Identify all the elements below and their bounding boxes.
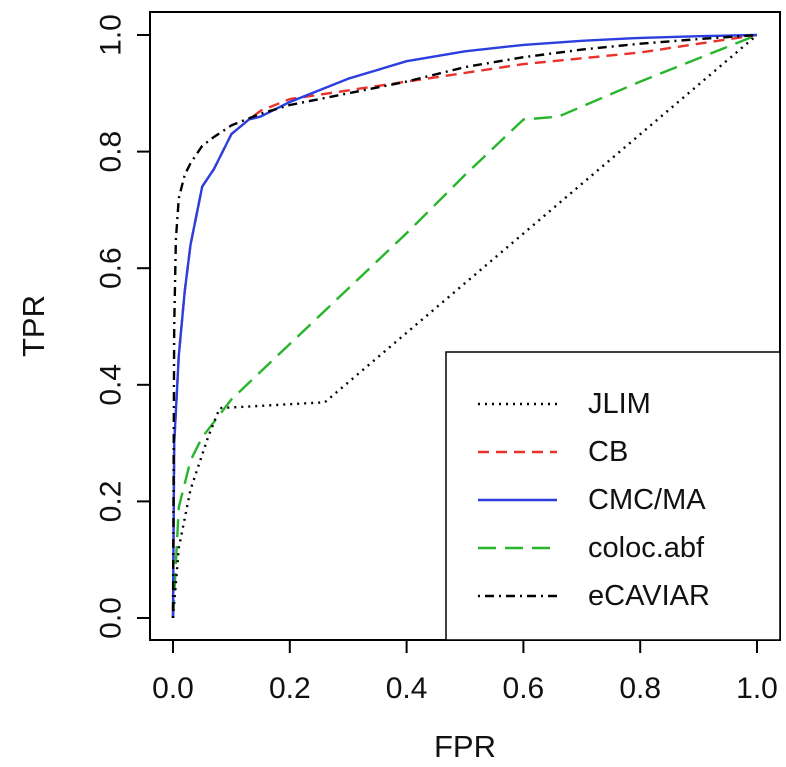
y-tick-label: 0.6: [95, 247, 128, 289]
legend-label: CMC/MA: [588, 484, 706, 516]
legend: JLIM CB CMC/MA coloc.abf eCAVIAR: [445, 351, 781, 641]
x-tick-label: 0.4: [386, 672, 428, 705]
legend-label: eCAVIAR: [588, 580, 710, 612]
series-line-jlim: [171, 34, 758, 619]
legend-label: coloc.abf: [588, 532, 705, 564]
y-tick-label: 0.4: [95, 364, 128, 406]
legend-box: [445, 351, 781, 641]
y-tick-label: 0.0: [95, 597, 128, 639]
x-tick-label: 0.8: [619, 672, 661, 705]
x-tick-label: 0.0: [152, 672, 194, 705]
x-tick-label: 1.0: [736, 672, 778, 705]
y-axis-title: TPR: [16, 295, 51, 357]
x-tick-label: 0.6: [503, 672, 545, 705]
x-tick-label: 0.2: [269, 672, 311, 705]
series-line-ecaviar: [171, 33, 758, 619]
legend-label: JLIM: [588, 388, 651, 420]
y-tick-label: 1.0: [95, 14, 128, 56]
y-axis: 0.0 0.2 0.4 0.6 0.8 1.0: [95, 14, 151, 639]
series-layer: [171, 33, 758, 619]
series-line-cmc-ma: [171, 33, 758, 619]
y-tick-label: 0.8: [95, 131, 128, 173]
x-axis-title: FPR: [434, 729, 496, 764]
series-line-coloc-abf: [171, 33, 758, 619]
x-axis: 0.0 0.2 0.4 0.6 0.8 1.0: [152, 639, 778, 705]
y-tick-label: 0.2: [95, 481, 128, 523]
legend-label: CB: [588, 436, 628, 468]
